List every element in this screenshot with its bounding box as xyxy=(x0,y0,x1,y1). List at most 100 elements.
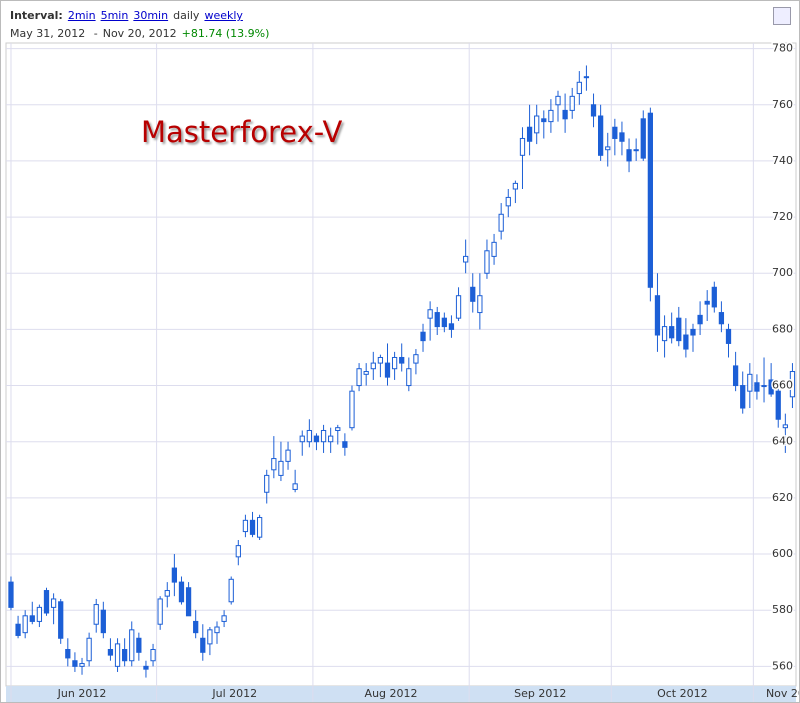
candle-body xyxy=(697,314,703,325)
candle-body xyxy=(676,317,682,342)
candle-body xyxy=(171,567,178,583)
candle-body xyxy=(164,590,170,597)
candle-body xyxy=(242,519,249,533)
candle-body xyxy=(548,109,554,123)
range-start: May 31, 2012 xyxy=(10,27,86,40)
candle-body xyxy=(50,598,57,608)
candle-body xyxy=(441,317,447,328)
candle-body xyxy=(8,581,14,608)
interval-link[interactable]: weekly xyxy=(204,9,243,22)
candle-body xyxy=(704,300,710,305)
candle-body xyxy=(541,118,547,123)
candle-body xyxy=(178,581,185,603)
y-tick-label: 620 xyxy=(772,491,793,504)
range-row: May 31, 2012 - Nov 20, 2012 +81.74 (13.9%) xyxy=(10,27,269,40)
candle-body xyxy=(207,629,213,645)
candle-body xyxy=(185,587,192,617)
candle-body xyxy=(711,286,717,308)
candle-body xyxy=(335,427,341,431)
candle-body xyxy=(29,615,35,622)
candle-body xyxy=(534,115,540,134)
candle-body xyxy=(683,334,689,350)
candle-body xyxy=(391,356,398,370)
y-tick-label: 780 xyxy=(772,42,793,55)
candle-body xyxy=(93,604,99,625)
candle-body xyxy=(100,609,106,634)
candle-body xyxy=(498,213,504,232)
candle-body xyxy=(463,255,469,263)
candle-body xyxy=(129,629,135,662)
candle-body xyxy=(264,474,270,493)
candle-body xyxy=(647,112,653,288)
candle-body xyxy=(605,146,611,151)
candle-body xyxy=(569,95,575,111)
candle-body xyxy=(22,615,28,634)
interval-link[interactable]: 5min xyxy=(100,9,129,22)
interval-link[interactable]: 2min xyxy=(67,9,96,22)
candle-body xyxy=(612,126,618,139)
y-tick-label: 660 xyxy=(772,379,793,392)
header: Interval: 2min 5min 30min daily weekly May 31… xyxy=(1,1,799,43)
candle-body xyxy=(477,295,483,314)
candle-body xyxy=(384,362,391,378)
x-tick-label: Nov 2012 xyxy=(766,687,799,700)
candle-body xyxy=(349,390,355,429)
y-tick-label: 560 xyxy=(772,659,793,672)
candle-body xyxy=(434,312,440,328)
x-axis-band xyxy=(6,686,796,702)
candle-body xyxy=(768,379,774,395)
candle-body xyxy=(285,449,291,462)
candle-body xyxy=(406,368,412,387)
y-tick-label: 640 xyxy=(772,435,793,448)
candle-body xyxy=(221,615,227,622)
interval-row: Interval: 2min 5min 30min daily weekly xyxy=(10,9,243,22)
candle-body xyxy=(427,309,433,319)
candle-body xyxy=(455,295,462,319)
candle-body xyxy=(519,137,526,156)
candle-body xyxy=(782,424,788,429)
expand-button[interactable] xyxy=(773,7,791,25)
x-tick-label: Jul 2012 xyxy=(211,687,257,700)
candle-body xyxy=(157,598,163,625)
candle-body xyxy=(363,371,369,375)
candle-body xyxy=(200,637,206,653)
plot-area xyxy=(5,42,797,687)
candle-body xyxy=(413,354,419,364)
candle-body xyxy=(661,326,668,342)
interval-label: Interval: xyxy=(10,9,63,22)
candle-body xyxy=(470,286,476,302)
candle-body xyxy=(448,323,455,330)
range-end: Nov 20, 2012 xyxy=(102,27,177,40)
candle-body xyxy=(136,637,142,653)
y-tick-label: 720 xyxy=(772,210,793,223)
candle-body xyxy=(15,623,21,636)
candle-body xyxy=(313,435,320,443)
candle-body xyxy=(356,368,362,387)
x-tick-label: Oct 2012 xyxy=(657,687,708,700)
watermark: Masterforex-V xyxy=(141,115,343,149)
candle-body xyxy=(143,665,149,670)
y-tick-label: 760 xyxy=(772,98,793,111)
candle-body xyxy=(193,620,199,634)
candle-body xyxy=(114,643,121,667)
change: +81.74 (13.9%) xyxy=(181,27,270,40)
candle-body xyxy=(292,483,298,490)
y-tick-label: 600 xyxy=(772,547,793,560)
candle-body xyxy=(512,182,519,190)
candle-body xyxy=(36,606,43,622)
candle-body xyxy=(43,590,50,614)
candle-body xyxy=(214,626,220,634)
y-tick-label: 680 xyxy=(772,322,793,335)
candle-body xyxy=(484,250,490,274)
y-tick-label: 740 xyxy=(772,154,793,167)
candle-body xyxy=(562,109,568,120)
candle-body xyxy=(377,356,384,364)
interval-link[interactable]: 30min xyxy=(133,9,169,22)
candle-body xyxy=(633,149,639,152)
candle-body xyxy=(598,115,604,156)
y-tick-label: 580 xyxy=(772,603,793,616)
y-tick-label: 700 xyxy=(772,266,793,279)
candle-body xyxy=(669,326,675,339)
